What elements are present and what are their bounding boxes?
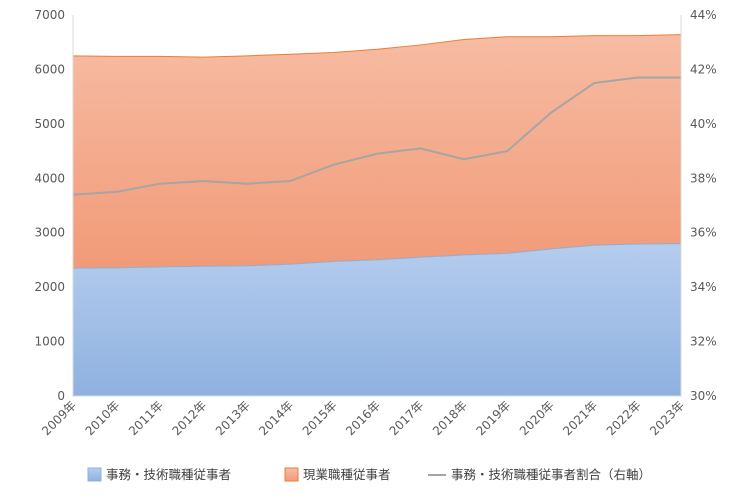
- legend-swatch-jimu: [88, 468, 101, 481]
- x-tick-label: 2014年: [256, 398, 296, 438]
- y-right-tick-label: 32%: [690, 335, 717, 349]
- x-tick-label: 2016年: [343, 398, 383, 438]
- y-left-tick-label: 7000: [34, 8, 65, 22]
- y-left-tick-label: 3000: [34, 226, 65, 240]
- y-left-tick-label: 4000: [34, 171, 65, 185]
- x-tick-label: 2013年: [213, 398, 253, 438]
- x-tick-label: 2018年: [430, 398, 470, 438]
- x-tick-label: 2011年: [126, 398, 166, 438]
- y-left-tick-label: 2000: [34, 280, 65, 294]
- y-right-tick-label: 42%: [690, 62, 717, 76]
- y-right-tick-label: 36%: [690, 226, 717, 240]
- x-tick-label: 2009年: [39, 398, 79, 438]
- x-tick-label: 2012年: [169, 398, 209, 438]
- x-tick-label: 2017年: [387, 398, 427, 438]
- x-tick-label: 2019年: [473, 398, 513, 438]
- legend-label-ratio: 事務・技術職種従事者割合（右軸）: [451, 467, 651, 482]
- x-tick-label: 2023年: [647, 398, 687, 438]
- y-left-tick-label: 0: [57, 389, 65, 403]
- x-tick-label: 2022年: [604, 398, 644, 438]
- y-left-tick-label: 6000: [34, 62, 65, 76]
- x-tick-label: 2010年: [83, 398, 123, 438]
- y-left-tick-label: 1000: [34, 335, 65, 349]
- y-right-tick-label: 44%: [690, 8, 717, 22]
- y-right-tick-label: 40%: [690, 117, 717, 131]
- y-right-tick-label: 34%: [690, 280, 717, 294]
- y-right-tick-label: 38%: [690, 171, 717, 185]
- area-series-jimu: [73, 244, 681, 396]
- x-tick-label: 2021年: [560, 398, 600, 438]
- y-right-tick-label: 30%: [690, 389, 717, 403]
- y-left-tick-label: 5000: [34, 117, 65, 131]
- legend-label-jimu: 事務・技術職種従事者: [106, 467, 231, 482]
- x-tick-label: 2015年: [300, 398, 340, 438]
- legend: 事務・技術職種従事者 現業職種従事者 事務・技術職種従事者割合（右軸）: [88, 467, 651, 482]
- area-series-genba: [73, 35, 681, 268]
- areas-layer: [73, 35, 681, 396]
- legend-swatch-genba: [285, 468, 298, 481]
- legend-label-genba: 現業職種従事者: [303, 467, 391, 482]
- x-tick-label: 2020年: [517, 398, 557, 438]
